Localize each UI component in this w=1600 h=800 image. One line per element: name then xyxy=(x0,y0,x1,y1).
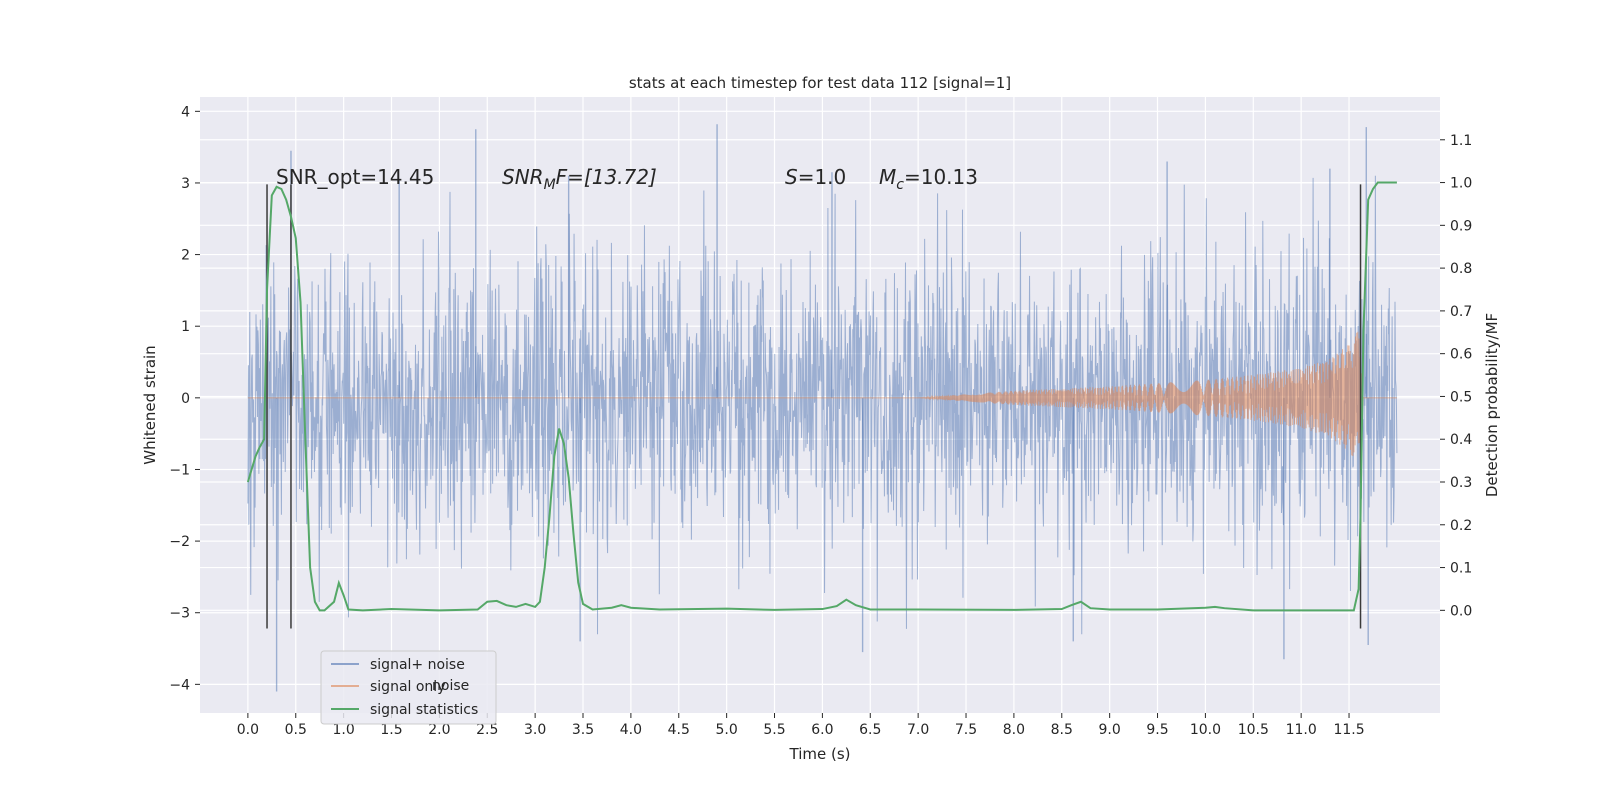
x-tick-label: 8.0 xyxy=(1003,722,1025,738)
legend-label-signal: signal only xyxy=(370,679,445,695)
legend: noise signal+ noise signal only signal s… xyxy=(320,650,497,725)
x-tick-label: 3.0 xyxy=(524,722,546,738)
annotation-snr-mf-sub: M xyxy=(544,177,556,193)
annotation-s: S=1.0 xyxy=(785,165,846,189)
chart-title: stats at each timestep for test data 112… xyxy=(629,74,1011,92)
y-tick-label: 1 xyxy=(181,319,190,335)
signal-trace xyxy=(247,331,1397,456)
x-tick-label: 6.5 xyxy=(859,722,881,738)
x-tick-label: 5.0 xyxy=(716,722,738,738)
x-tick-label: 1.5 xyxy=(380,722,402,738)
annotation-s-main: S xyxy=(785,165,798,189)
x-tick-label: 0.0 xyxy=(237,722,259,738)
y2-tick-label: 1.1 xyxy=(1450,133,1472,149)
y-tick-label: −1 xyxy=(169,462,190,478)
annotation-snr-mf: SNRMF=[13.72] xyxy=(502,165,657,193)
y-axis-label: Whitened strain xyxy=(141,345,159,464)
noise-trace xyxy=(247,175,1398,635)
x-tick-label: 0.5 xyxy=(285,722,307,738)
y2-tick-label: 0.8 xyxy=(1450,261,1472,277)
y2-tick-label: 0.9 xyxy=(1450,218,1472,234)
x-tick-label: 4.5 xyxy=(668,722,690,738)
x-tick-label: 2.0 xyxy=(428,722,450,738)
series-signal-plus-noise xyxy=(247,124,1398,692)
y2-tick-label: 0.2 xyxy=(1450,518,1472,534)
y-tick-label: 2 xyxy=(181,248,190,264)
series-signal-statistics xyxy=(246,181,1397,612)
x-tick-label: 5.5 xyxy=(763,722,785,738)
x-tick-label: 4.0 xyxy=(620,722,642,738)
x-tick-label: 8.5 xyxy=(1051,722,1073,738)
y2-tick-label: 0.1 xyxy=(1450,561,1472,577)
y-tick-label: −3 xyxy=(169,606,190,622)
annotation-mc: Mc=10.13 xyxy=(879,165,978,193)
annotation-snr-opt: SNR_opt=14.45 xyxy=(276,165,434,189)
legend-ghost-text: noise xyxy=(432,678,469,694)
annotation-mc-sub: c xyxy=(896,177,904,193)
annotation-s-rest: =1.0 xyxy=(798,165,847,189)
y2-tick-label: 0.3 xyxy=(1450,475,1472,491)
y-axis-ticks: −4 −3 −2 −1 0 1 2 3 4 xyxy=(169,104,200,693)
y-tick-label: −2 xyxy=(169,534,190,550)
x-tick-label: 10.0 xyxy=(1190,722,1221,738)
x-axis-ticks: 0.0 0.5 1.0 1.5 2.0 2.5 3.0 3.5 4.0 4.5 5.0 5.5 6.0 6… xyxy=(237,713,1365,738)
legend-label-stats: signal statistics xyxy=(370,702,478,718)
x-tick-label: 9.5 xyxy=(1146,722,1168,738)
x-tick-label: 2.5 xyxy=(476,722,498,738)
y-tick-label: 3 xyxy=(181,176,190,192)
annotation-snr-mf-main: SNR xyxy=(502,165,544,189)
y2-tick-label: 0.5 xyxy=(1450,389,1472,405)
annotation-mc-main: M xyxy=(879,165,896,189)
annotation-mc-rest: =10.13 xyxy=(904,165,978,189)
x-tick-label: 11.0 xyxy=(1286,722,1317,738)
series-signal-only xyxy=(247,331,1397,456)
y2-tick-label: 1.0 xyxy=(1450,176,1472,192)
x-tick-label: 7.0 xyxy=(907,722,929,738)
y2-tick-label: 0.7 xyxy=(1450,304,1472,320)
annotation-snr-mf-rest: F=[13.72] xyxy=(556,165,657,189)
x-tick-label: 3.5 xyxy=(572,722,594,738)
x-tick-label: 11.5 xyxy=(1333,722,1364,738)
stats-line xyxy=(246,181,1397,612)
y2-tick-label: 0.0 xyxy=(1450,603,1472,619)
x-tick-label: 7.5 xyxy=(955,722,977,738)
y2-tick-label: 0.4 xyxy=(1450,432,1472,448)
x-tick-label: 10.5 xyxy=(1238,722,1269,738)
x-tick-label: 6.0 xyxy=(811,722,833,738)
x-tick-label: 1.0 xyxy=(332,722,354,738)
x-tick-label: 9.0 xyxy=(1099,722,1121,738)
y2-tick-label: 0.6 xyxy=(1450,347,1472,363)
y2-axis-ticks: 0.0 0.1 0.2 0.3 0.4 0.5 0.6 0.7 0.8 0.9 1.0 1.1 xyxy=(1440,133,1472,619)
legend-box xyxy=(320,650,497,725)
y-tick-label: 0 xyxy=(181,391,190,407)
event-markers xyxy=(266,184,1362,629)
y-tick-label: 4 xyxy=(181,104,190,120)
legend-label-noise: signal+ noise xyxy=(370,657,465,673)
y-tick-label: −4 xyxy=(169,677,190,693)
x-axis-label: Time (s) xyxy=(789,745,851,763)
y2-axis-label: Detection probability/MF xyxy=(1483,313,1501,497)
